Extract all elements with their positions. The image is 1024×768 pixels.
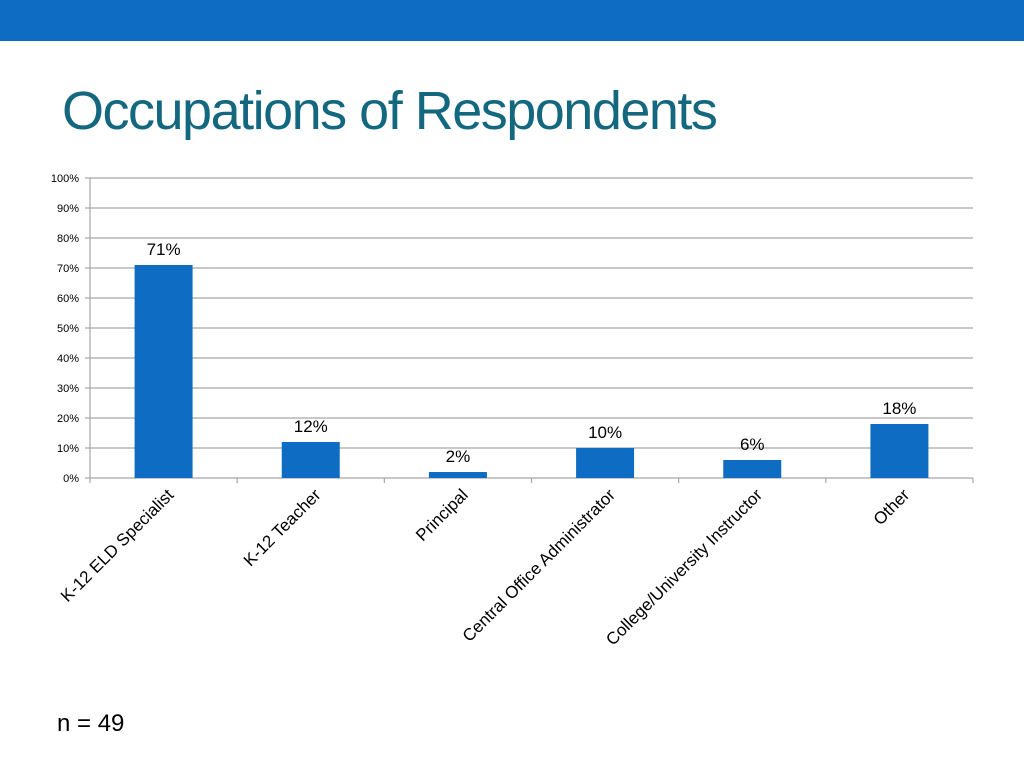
gridlines: [85, 177, 974, 483]
data-label: 71%: [147, 240, 181, 259]
slide-title: Occupations of Respondents: [62, 81, 718, 141]
x-axis-ticks: K-12 ELD Specialist K-12 Teacher Principal…: [57, 485, 913, 649]
y-tick-label: 50%: [57, 323, 79, 335]
sample-size-note: n = 49: [57, 710, 125, 737]
y-tick-label: 30%: [57, 383, 79, 395]
data-label: 2%: [446, 447, 471, 466]
bar: [870, 424, 929, 478]
header-bar: [0, 0, 1024, 41]
bar: [281, 442, 340, 478]
y-tick-label: 100%: [51, 173, 79, 185]
data-label: 6%: [740, 435, 765, 454]
bar: [134, 265, 193, 478]
x-tick-label: K-12 Teacher: [240, 485, 325, 570]
bar: [428, 472, 487, 478]
y-axis-ticks: 0% 10% 20% 30% 40% 50% 60% 70% 80% 90% 100%: [51, 173, 79, 485]
y-tick-label: 80%: [57, 233, 79, 245]
x-tick-label: College/University Instructor: [602, 485, 766, 649]
bar: [576, 448, 635, 478]
y-tick-label: 0%: [63, 473, 79, 485]
data-label: 12%: [294, 417, 328, 436]
x-tick-label: Principal: [412, 485, 472, 545]
y-tick-label: 20%: [57, 413, 79, 425]
x-tick-label: Central Office Administrator: [459, 485, 619, 645]
y-tick-label: 60%: [57, 293, 79, 305]
bars: [134, 265, 929, 478]
y-tick-label: 90%: [57, 203, 79, 215]
data-label: 10%: [588, 423, 622, 442]
x-tick-label: Other: [870, 485, 914, 529]
data-label: 18%: [882, 399, 916, 418]
y-tick-label: 70%: [57, 263, 79, 275]
x-tick-label: K-12 ELD Specialist: [57, 485, 178, 606]
y-tick-label: 40%: [57, 353, 79, 365]
bar-chart: 0% 10% 20% 30% 40% 50% 60% 70% 80% 90% 100% 71% 12%…: [51, 173, 974, 649]
y-tick-label: 10%: [57, 443, 79, 455]
data-labels: 71% 12% 2% 10% 6% 18%: [147, 240, 917, 466]
bar: [723, 460, 782, 478]
